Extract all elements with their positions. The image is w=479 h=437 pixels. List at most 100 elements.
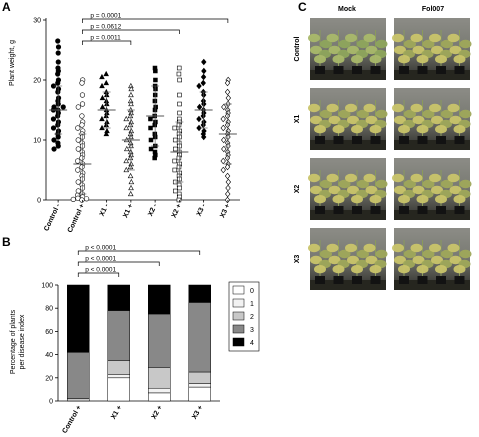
legend-label: 0 [250,288,254,295]
plant-leaf [310,45,322,55]
plant-leaf [435,125,447,134]
plant-pot [399,276,409,284]
plant-leaf [416,195,429,204]
plant-leaf [369,125,382,134]
data-point [55,71,61,77]
plant-pot [352,206,362,214]
plant-leaf [441,179,453,189]
data-point [79,92,86,98]
data-point [70,196,76,202]
panel-b-category-label: X1 + [110,405,123,421]
data-point [124,145,130,152]
plant-leaf [375,249,388,259]
plant-leaf [459,39,472,49]
stacked-bar-segment [107,377,130,402]
plant-leaf [392,173,404,183]
plant-leaf [404,179,416,189]
panel-b-y-tick-label: 60 [45,329,53,336]
plant-leaf [320,39,332,49]
stacked-bar-segment [148,387,171,394]
photo-floor [394,140,470,150]
data-point [225,178,232,186]
plant-leaf [328,255,341,265]
plant-pot [417,206,428,214]
panel-b-y-axis-title-line1: Percentage of plants [10,309,17,374]
plant-leaf [328,45,341,55]
plant-leaf [429,103,441,113]
data-point [127,154,134,161]
plant-leaf [369,265,382,274]
data-point [55,50,61,56]
plant-leaf [308,33,320,43]
plant-pot [370,136,381,144]
comparison-bracket [77,272,120,277]
data-point [60,104,66,110]
data-point [220,115,226,123]
data-point [201,58,207,66]
panel-a-category-label: X1 - [99,202,111,217]
plant-leaf [363,173,376,183]
panel-a-category-label: X2 - [147,202,159,217]
plant-leaf [398,125,410,134]
comparison-bracket [82,18,229,23]
plant-leaf [431,255,443,265]
data-point [128,91,134,98]
plant-leaf [338,249,351,259]
plant-leaf [422,39,435,49]
plant-leaf [332,195,345,204]
data-point [148,125,153,131]
plant-pot [315,276,325,284]
photo-floor [310,140,386,150]
data-point [201,133,207,141]
plant-leaf [314,55,326,64]
data-point [196,103,203,111]
data-point [79,122,85,128]
panel-b-category-label: X3 + [191,405,204,421]
plant-leaf [345,243,357,253]
plant-leaf [338,179,351,189]
panel-a-category-label: X3 - [196,202,208,217]
data-point [75,104,81,110]
plant-leaf [431,45,443,55]
data-point [196,82,202,90]
plant-pot [333,136,344,144]
data-point [196,124,202,132]
data-point [103,79,110,86]
panel-b-y-tick-label: 80 [45,306,53,313]
plant-leaf [459,109,472,119]
plant-pot [436,206,446,214]
plant-leaf [357,39,369,49]
panel-b-chart: Percentage of plants per disease index p… [10,245,260,435]
data-point [128,85,135,92]
data-point [224,154,231,162]
plant-pot [417,276,428,284]
stacked-bar-segment [67,284,90,353]
plant-photo [308,18,388,80]
plant-pot [399,206,409,214]
data-point [103,121,110,128]
plant-pot [399,136,409,144]
plant-leaf [357,249,369,259]
legend-frame [228,281,260,352]
data-point [99,82,105,89]
plant-leaf [347,115,359,125]
plant-leaf [326,173,339,183]
plant-pot [436,276,446,284]
data-point [75,167,81,173]
photo-floor [310,70,386,80]
panel-b-legend: 0 1 2 3 4 [228,281,260,352]
panel-c-letter: C [298,0,307,14]
stacked-bar-segment [188,386,211,402]
data-point [79,80,85,86]
data-point [152,155,157,161]
plant-pot [315,66,325,74]
data-point [148,116,153,122]
plant-photo [392,18,472,80]
panel-b-y-tick-label: 40 [45,352,53,359]
data-point [79,164,85,170]
plant-leaf [394,115,406,125]
plant-leaf [392,33,404,43]
plant-leaf [416,55,429,64]
plant-leaf [404,249,416,259]
photo-floor [394,210,470,220]
